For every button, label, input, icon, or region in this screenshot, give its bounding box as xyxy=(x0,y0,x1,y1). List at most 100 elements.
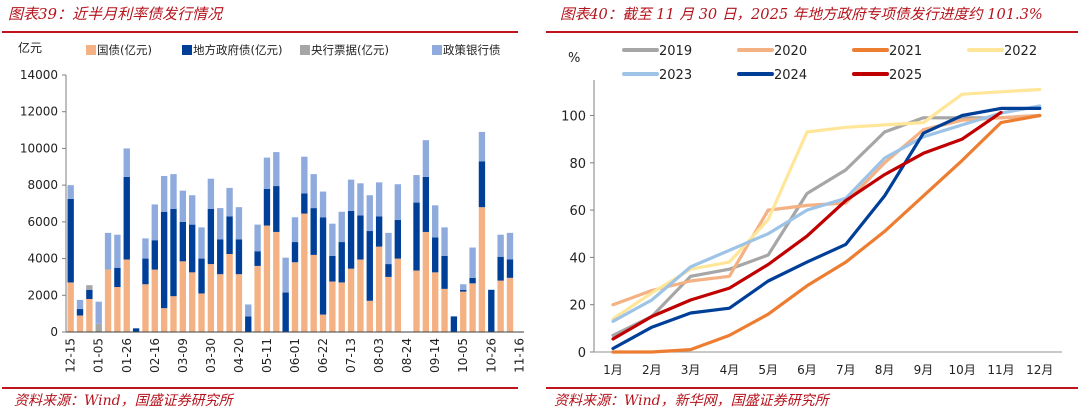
bar-group-11-02 xyxy=(497,234,504,332)
bar-segment xyxy=(142,258,149,285)
bar-group-04-20 xyxy=(235,207,243,332)
bar-segment xyxy=(67,185,74,199)
bar-segment xyxy=(394,184,401,221)
bar-segment xyxy=(114,287,121,332)
bar-segment xyxy=(319,191,327,218)
bar-group-08-31 xyxy=(413,175,420,332)
bar-segment xyxy=(301,193,308,214)
bar-segment xyxy=(469,247,476,278)
bar-segment xyxy=(432,272,439,332)
bar-group-07-27 xyxy=(366,195,373,332)
bar-segment xyxy=(450,316,458,332)
bar-segment xyxy=(245,304,252,317)
bar-group-01-12 xyxy=(104,232,112,332)
legend-item: 2023 xyxy=(622,68,692,83)
bar-segment xyxy=(170,174,177,210)
bar-segment xyxy=(76,315,84,332)
bar-segment xyxy=(460,291,467,332)
bar-segment xyxy=(273,152,280,187)
bar-segment xyxy=(478,131,486,162)
x-tick-label: 08-24 xyxy=(400,338,414,373)
left-title-rule xyxy=(2,31,518,33)
bar-segment xyxy=(291,217,299,243)
bar-segment xyxy=(347,268,355,332)
y-tick-label: 14000 xyxy=(20,68,58,82)
y-tick-label: 4000 xyxy=(27,252,58,266)
bar-segment xyxy=(217,208,224,240)
bar-group-01-26 xyxy=(123,148,130,332)
bar-group-06-15 xyxy=(310,174,317,332)
bar-group-09-14 xyxy=(432,205,439,332)
bar-segment xyxy=(217,274,224,332)
bar-group-04-27 xyxy=(245,304,252,332)
x-tick-label: 09-14 xyxy=(428,338,442,373)
x-tick-label: 06-22 xyxy=(316,338,330,373)
x-tick-label: 5月 xyxy=(758,363,778,377)
bar-segment xyxy=(366,231,373,301)
bar-segment xyxy=(441,227,448,256)
bar-segment xyxy=(86,289,93,299)
bar-segment xyxy=(301,156,308,194)
bar-segment xyxy=(114,234,121,268)
bar-group-06-22 xyxy=(319,191,327,332)
bar-segment xyxy=(319,217,327,315)
bar-segment xyxy=(338,242,345,283)
bar-group-06-01 xyxy=(291,217,299,332)
bar-segment xyxy=(235,274,243,332)
x-tick-label: 8月 xyxy=(875,363,895,377)
legend-item: 2025 xyxy=(852,68,922,83)
bar-group-03-02 xyxy=(170,174,177,332)
x-tick-label: 10-05 xyxy=(456,338,470,373)
bar-segment xyxy=(469,277,476,284)
bar-group-10-12 xyxy=(469,247,476,332)
bar-group-03-09 xyxy=(179,190,187,332)
bar-segment xyxy=(235,239,243,275)
bar-segment xyxy=(160,175,168,212)
bar-segment xyxy=(413,202,420,271)
bar-segment xyxy=(235,207,243,240)
legend-label: 央行票据(亿元) xyxy=(311,43,389,57)
bar-segment xyxy=(497,234,504,257)
bar-segment xyxy=(394,258,401,332)
legend-label: 2022 xyxy=(1004,44,1037,59)
bar-group-05-11 xyxy=(263,157,271,332)
bar-segment xyxy=(76,299,84,310)
bar-segment xyxy=(86,298,93,332)
legend-label: 2021 xyxy=(889,44,922,59)
y-tick-label: 0 xyxy=(578,346,586,361)
bar-group-06-08 xyxy=(301,156,308,332)
x-tick-label: 03-30 xyxy=(204,338,218,373)
bar-segment xyxy=(385,264,392,277)
legend-label: 2024 xyxy=(774,68,807,83)
bar-group-12-15 xyxy=(67,185,74,332)
bar-segment xyxy=(291,262,299,332)
legend-label: 政策银行债 xyxy=(443,43,501,57)
bar-segment xyxy=(310,208,317,255)
bar-segment xyxy=(282,257,289,293)
bar-segment xyxy=(273,186,280,232)
bar-segment xyxy=(95,323,102,332)
x-tick-label: 12月 xyxy=(1026,363,1053,377)
x-tick-label: 3月 xyxy=(681,363,701,377)
bar-segment xyxy=(366,300,373,332)
x-tick-label: 08-03 xyxy=(372,338,386,373)
left-source-note: 资料来源：Wind，国盛证券研究所 xyxy=(14,393,233,409)
y-tick-label: 10000 xyxy=(20,141,58,155)
bar-group-05-25 xyxy=(282,257,289,332)
bar-group-10-19 xyxy=(478,131,486,332)
series-line-2021 xyxy=(611,113,1042,354)
bar-segment xyxy=(67,282,74,332)
bar-segment xyxy=(170,296,177,332)
bar-segment xyxy=(357,183,364,216)
legend-swatch xyxy=(432,45,442,55)
right-source-rule xyxy=(546,387,1078,389)
y-axis-unit-label: 亿元 xyxy=(18,40,42,55)
bar-group-08-03 xyxy=(375,182,383,332)
right-figure-title: 图表40：截至 11 月 30 日，2025 年地方政府专项债发行进度约 101… xyxy=(560,6,1043,23)
x-tick-label: 7月 xyxy=(836,363,856,377)
left-panel: 图表39：近半月利率债发行情况 亿元 国债(亿元) 地方政府债(亿元) 央行票据(亿元… xyxy=(2,5,526,409)
bar-segment xyxy=(198,227,205,259)
bar-group-12-29 xyxy=(86,285,93,332)
bar-segment xyxy=(488,289,495,332)
bar-segment xyxy=(123,148,130,177)
